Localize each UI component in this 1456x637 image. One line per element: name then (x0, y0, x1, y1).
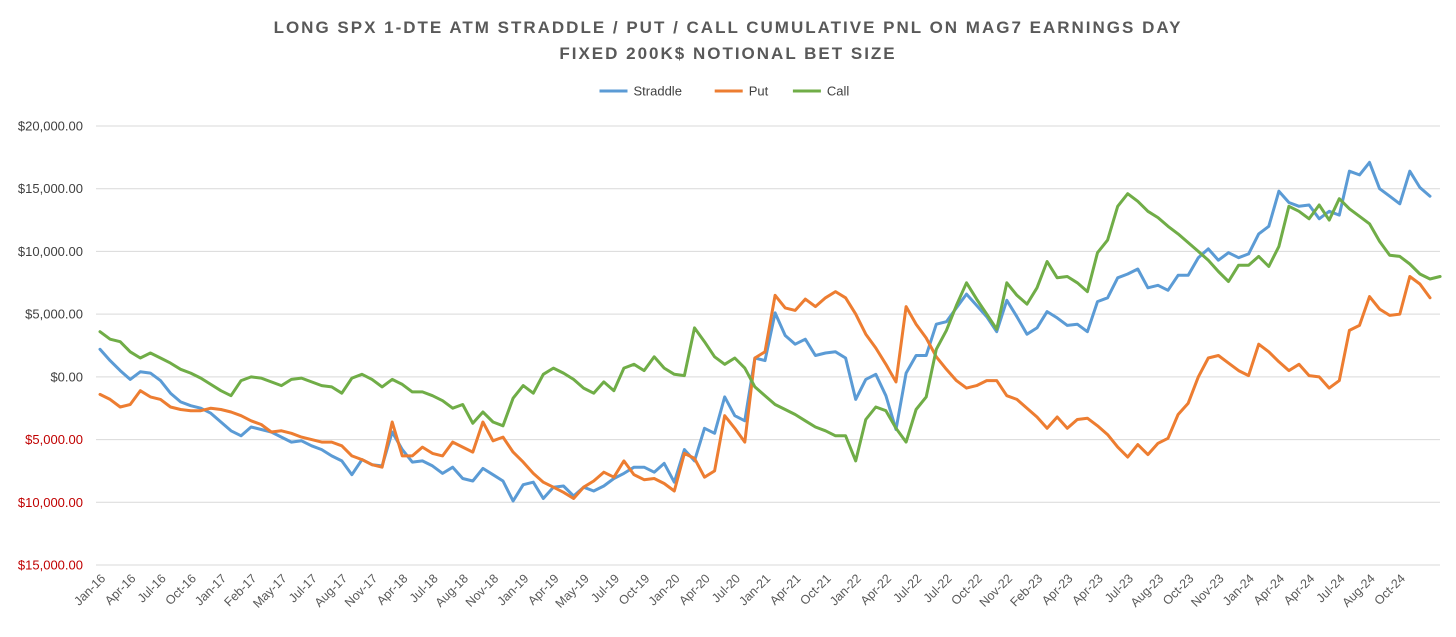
y-tick-label: $0.00 (50, 369, 83, 384)
legend-item-put: Put (714, 84, 769, 99)
y-tick-label: $10,000.00 (18, 495, 83, 510)
x-tick-label: Jan-22 (827, 571, 864, 608)
x-tick-label: Aug-17 (312, 571, 350, 609)
x-tick-label: May-17 (250, 571, 289, 610)
chart-subtitle: FIXED 200K$ NOTIONAL BET SIZE (559, 44, 896, 63)
x-tick-label: Jan-21 (736, 571, 773, 608)
x-tick-label: Jul-22 (890, 571, 924, 605)
y-axis: $20,000.00 $15,000.00 $10,000.00 $5,000.00 $… (18, 119, 83, 573)
x-tick-label: Apr-23 (1069, 571, 1105, 607)
x-axis: Jan-16Apr-16Jul-16Oct-16Jan-17Feb-17May-… (71, 571, 1408, 610)
x-tick-label: Apr-21 (767, 571, 803, 607)
x-tick-label: Oct-16 (163, 571, 199, 607)
y-tick-label: $10,000.00 (18, 244, 83, 259)
x-tick-label: Apr-18 (374, 571, 410, 607)
y-tick-label: $5,000.00 (25, 432, 83, 447)
legend-label: Put (749, 84, 769, 99)
x-tick-label: Nov-17 (342, 571, 380, 609)
chart-legend: Straddle Put Call (599, 84, 850, 99)
x-tick-label: Jan-20 (646, 571, 683, 608)
x-tick-label: Oct-19 (616, 571, 652, 607)
x-tick-label: Apr-16 (102, 571, 138, 607)
x-tick-label: Jan-16 (71, 571, 108, 608)
series-group (98, 160, 1442, 503)
legend-item-straddle: Straddle (599, 84, 682, 99)
x-tick-label: Apr-22 (858, 571, 894, 607)
x-tick-label: Jan-19 (495, 571, 532, 608)
series-line-call (98, 192, 1442, 463)
series-line-put (98, 275, 1432, 500)
legend-label: Call (827, 84, 850, 99)
x-tick-label: May-19 (553, 571, 592, 610)
x-tick-label: Feb-23 (1007, 571, 1045, 609)
x-tick-label: Apr-23 (1039, 571, 1075, 607)
y-tick-label: $5,000.00 (25, 307, 83, 322)
series-line-straddle (98, 160, 1432, 503)
gridlines (96, 125, 1440, 566)
x-tick-label: Apr-20 (676, 571, 712, 607)
y-tick-label: $15,000.00 (18, 558, 83, 573)
x-tick-label: Nov-18 (463, 571, 501, 609)
x-tick-label: Aug-24 (1339, 571, 1377, 609)
y-tick-label: $20,000.00 (18, 119, 83, 134)
x-tick-label: Nov-23 (1188, 571, 1226, 609)
x-tick-label: Aug-18 (433, 571, 471, 609)
y-tick-label: $15,000.00 (18, 181, 83, 196)
legend-item-call: Call (792, 84, 850, 99)
x-tick-label: Apr-24 (1281, 571, 1317, 607)
chart-title: LONG SPX 1-DTE ATM STRADDLE / PUT / CALL… (274, 18, 1183, 37)
x-tick-label: Aug-23 (1128, 571, 1166, 609)
x-tick-label: Jan-24 (1220, 571, 1257, 608)
x-tick-label: Apr-24 (1251, 571, 1287, 607)
x-tick-label: Oct-24 (1372, 571, 1408, 607)
x-tick-label: Nov-22 (977, 571, 1015, 609)
x-tick-label: Oct-21 (797, 571, 833, 607)
legend-label: Straddle (634, 84, 682, 99)
